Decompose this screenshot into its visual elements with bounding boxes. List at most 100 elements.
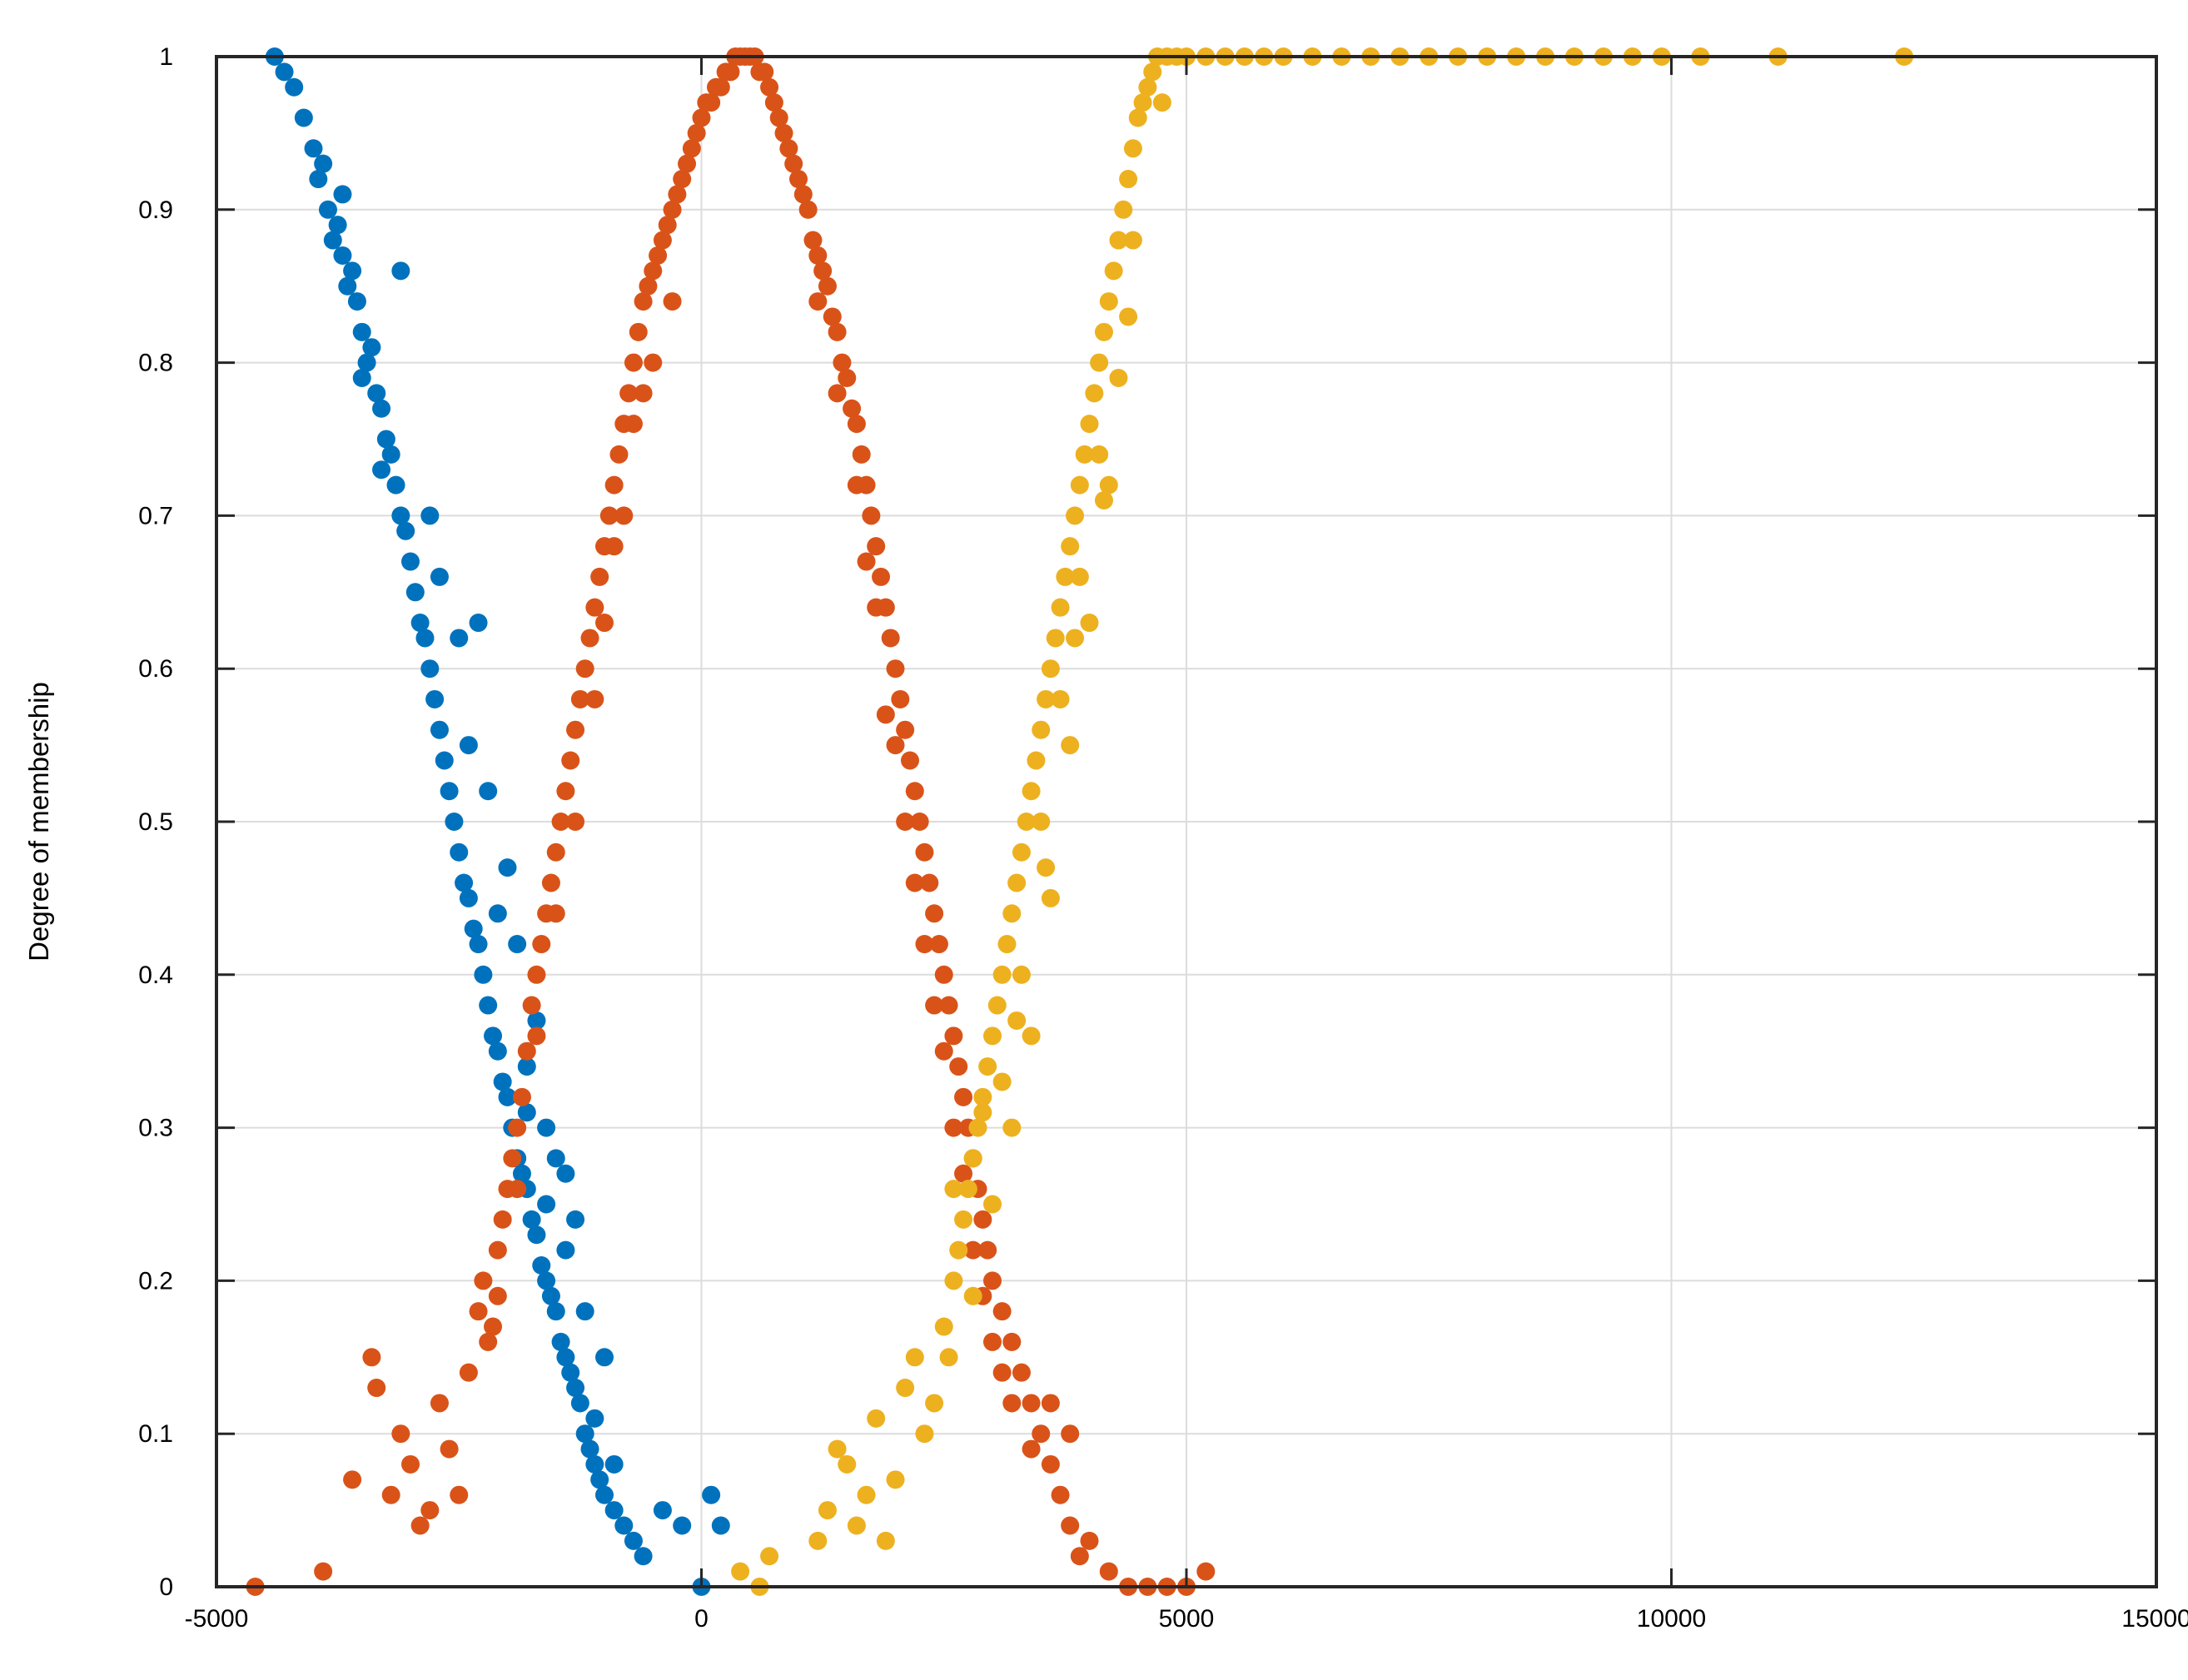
data-point xyxy=(551,813,570,831)
data-point xyxy=(949,1240,968,1260)
data-point xyxy=(338,276,357,296)
data-point xyxy=(314,1562,333,1581)
data-point xyxy=(983,1332,1002,1351)
data-point xyxy=(818,276,837,296)
data-point xyxy=(1070,475,1089,495)
data-point xyxy=(915,935,934,954)
data-point xyxy=(978,1240,997,1260)
data-point xyxy=(968,1118,987,1137)
data-point xyxy=(1037,858,1056,877)
x-tick-label: 5000 xyxy=(1159,1605,1215,1633)
data-point xyxy=(987,996,1007,1015)
data-point xyxy=(410,1516,430,1535)
data-point xyxy=(624,353,643,372)
data-point xyxy=(838,1454,857,1474)
data-point xyxy=(905,1348,924,1367)
data-point xyxy=(585,1409,604,1428)
data-point xyxy=(823,307,842,326)
y-tick-label: 0.4 xyxy=(138,962,173,989)
data-point xyxy=(420,506,440,525)
data-point xyxy=(1061,1424,1080,1444)
data-point xyxy=(556,1164,575,1183)
data-point xyxy=(614,506,634,525)
x-tick-label: 15000 xyxy=(2121,1605,2188,1633)
data-point xyxy=(575,1424,594,1444)
data-point xyxy=(566,1379,585,1398)
data-point xyxy=(774,123,793,142)
data-point xyxy=(663,292,682,311)
data-point xyxy=(634,292,653,311)
data-point xyxy=(1002,904,1022,923)
data-point xyxy=(570,1394,589,1413)
data-point xyxy=(992,1072,1012,1091)
data-point xyxy=(532,935,551,954)
data-point xyxy=(420,659,440,678)
data-point xyxy=(678,154,697,173)
data-point xyxy=(1114,200,1133,219)
y-tick-label: 0.8 xyxy=(138,350,173,377)
data-point xyxy=(1022,782,1041,801)
data-point xyxy=(595,614,614,633)
data-point xyxy=(658,216,677,235)
x-tick-label: 10000 xyxy=(1637,1605,1706,1633)
data-point xyxy=(808,1531,828,1550)
data-point xyxy=(702,1485,721,1504)
data-point xyxy=(1099,292,1118,311)
data-point xyxy=(396,521,415,540)
data-point xyxy=(891,689,910,708)
y-axis-label: Degree of membership xyxy=(23,682,54,962)
data-point xyxy=(1061,1516,1080,1535)
data-point xyxy=(512,1087,531,1106)
data-point xyxy=(362,338,381,357)
data-point xyxy=(847,415,866,434)
data-point xyxy=(925,1394,944,1413)
data-point xyxy=(474,965,493,984)
data-point xyxy=(764,93,783,112)
data-point xyxy=(333,185,352,204)
data-point xyxy=(430,720,449,739)
data-point xyxy=(1061,537,1080,556)
data-point xyxy=(833,353,852,372)
data-point xyxy=(721,62,740,82)
data-point xyxy=(934,1317,953,1336)
data-point xyxy=(430,1394,449,1413)
data-point xyxy=(673,1516,692,1535)
data-point xyxy=(484,1026,503,1046)
data-point xyxy=(391,261,410,281)
data-point xyxy=(692,108,711,127)
data-point xyxy=(580,629,599,648)
data-point xyxy=(1032,813,1051,831)
data-point xyxy=(493,1072,512,1091)
data-point xyxy=(983,1026,1002,1046)
data-point xyxy=(1085,384,1104,403)
data-point xyxy=(886,1470,905,1489)
data-point xyxy=(372,399,391,418)
y-tick-label: 1 xyxy=(159,43,173,71)
data-point xyxy=(929,935,948,954)
data-point xyxy=(711,1516,730,1535)
data-point xyxy=(954,1210,973,1229)
data-point xyxy=(546,904,565,923)
data-point xyxy=(1119,170,1138,189)
data-point xyxy=(634,384,653,403)
data-point xyxy=(1196,1562,1216,1581)
data-point xyxy=(944,1026,963,1046)
data-point xyxy=(944,1271,963,1290)
data-point xyxy=(847,475,866,495)
data-point xyxy=(537,1118,556,1137)
data-point xyxy=(488,1240,507,1260)
data-point xyxy=(687,123,706,142)
data-point xyxy=(459,736,478,755)
data-point xyxy=(323,231,342,250)
data-point xyxy=(1080,1531,1099,1550)
data-point xyxy=(328,216,347,235)
data-point xyxy=(847,1516,866,1535)
data-point xyxy=(973,1210,992,1229)
data-point xyxy=(575,1302,594,1321)
data-point xyxy=(910,813,929,831)
data-point xyxy=(1066,506,1085,525)
data-point xyxy=(517,1041,536,1061)
data-point xyxy=(1123,231,1142,250)
data-point xyxy=(450,842,469,862)
data-point xyxy=(769,108,788,127)
